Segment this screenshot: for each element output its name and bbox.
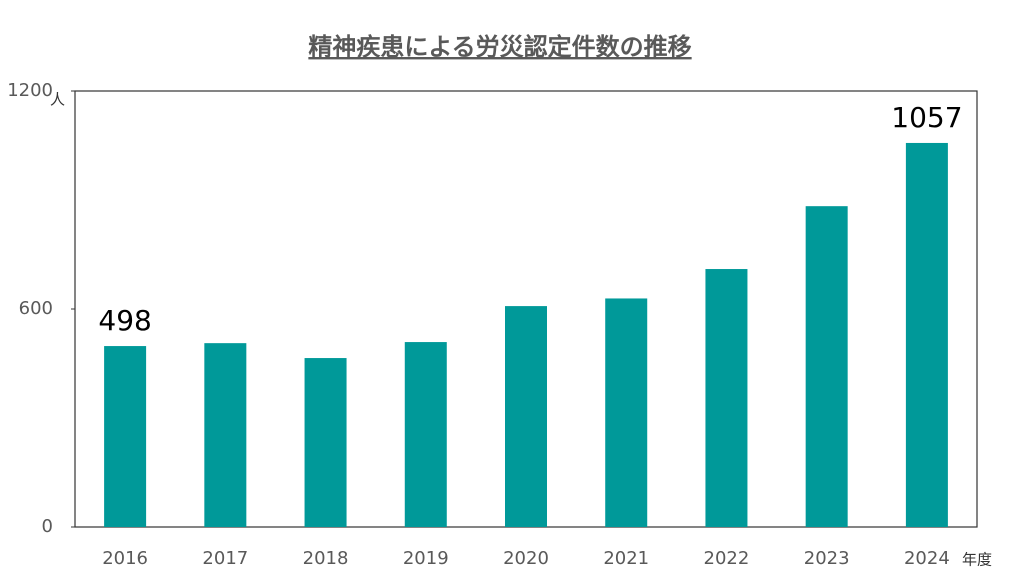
bar <box>505 306 547 527</box>
x-tick-label: 2024 <box>904 548 950 569</box>
y-tick-label: 600 <box>19 298 53 319</box>
bar <box>304 358 347 527</box>
bar <box>605 298 648 527</box>
x-unit: 年度 <box>962 551 992 569</box>
bar <box>905 142 948 527</box>
x-tick-label: 2016 <box>102 548 148 569</box>
data-label: 498 <box>98 304 151 337</box>
x-tick-label: 2018 <box>303 548 349 569</box>
y-unit: 人 <box>50 91 65 109</box>
chart-title: 精神疾患による労災認定件数の推移 <box>308 33 691 61</box>
bar <box>204 343 247 527</box>
x-tick-label: 2023 <box>804 548 850 569</box>
x-tick-label: 2022 <box>704 548 750 569</box>
data-label: 1057 <box>891 101 962 134</box>
bar <box>104 346 147 527</box>
x-tick-label: 2020 <box>503 548 549 569</box>
x-tick-label: 2017 <box>202 548 248 569</box>
bar <box>705 269 748 527</box>
bar <box>404 342 447 527</box>
bar <box>805 206 848 527</box>
y-tick-label: 1200 <box>7 80 53 101</box>
x-tick-label: 2019 <box>403 548 449 569</box>
x-tick-label: 2021 <box>603 548 649 569</box>
y-tick-label: 0 <box>42 516 53 537</box>
